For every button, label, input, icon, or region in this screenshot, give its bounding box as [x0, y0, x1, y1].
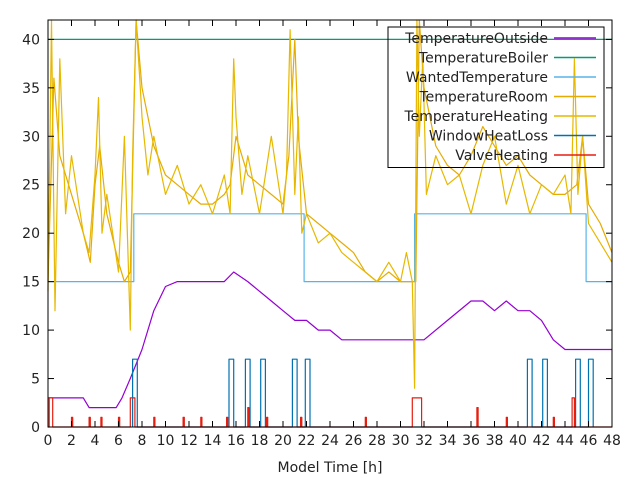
y-tick-label: 40: [22, 32, 40, 48]
x-tick-label: 38: [486, 433, 504, 449]
x-tick-label: 42: [533, 433, 551, 449]
x-tick-label: 18: [251, 433, 269, 449]
x-tick-label: 6: [114, 433, 123, 449]
x-tick-label: 16: [227, 433, 245, 449]
y-tick-label: 30: [22, 129, 40, 145]
x-tick-label: 48: [603, 433, 621, 449]
legend-label: TemperatureBoiler: [418, 51, 548, 67]
x-tick-label: 24: [321, 433, 339, 449]
y-tick-label: 10: [22, 323, 40, 339]
x-tick-label: 32: [415, 433, 433, 449]
legend: TemperatureOutside TemperatureBoiler Wante…: [387, 26, 605, 168]
x-tick-label: 34: [439, 433, 457, 449]
series-line-temperature-heating: [47, 19, 613, 389]
x-tick-label: 12: [180, 433, 198, 449]
legend-label: TemperatureHeating: [403, 109, 548, 125]
ticks-layer: 0 2 4 6 8 10 12 14 16 18 20 22 24 26 28 30 32 34 36 38 40 42 4…: [22, 20, 621, 449]
legend-box: [387, 26, 605, 168]
series-line-temperature-outside: [48, 271, 612, 409]
x-tick-label: 30: [392, 433, 410, 449]
legend-label: TemperatureRoom: [418, 90, 548, 106]
x-tick-label: 22: [298, 433, 316, 449]
legend-label: WantedTemperature: [406, 70, 548, 86]
x-tick-label: 2: [67, 433, 76, 449]
y-tick-label: 20: [22, 226, 40, 242]
y-tick-label: 5: [31, 372, 40, 388]
legend-label: ValveHeating: [455, 148, 548, 164]
x-tick-label: 26: [345, 433, 363, 449]
series-line-wanted-temperature: [48, 213, 612, 283]
x-tick-label: 20: [274, 433, 292, 449]
x-tick-label: 0: [44, 433, 53, 449]
legend-label: WindowHeatLoss: [429, 129, 548, 145]
x-axis-label: Model Time [h]: [278, 460, 383, 476]
y-tick-label: 15: [22, 275, 40, 291]
x-tick-label: 40: [509, 433, 527, 449]
legend-label: TemperatureOutside: [404, 31, 548, 47]
x-tick-label: 8: [138, 433, 147, 449]
x-tick-label: 4: [91, 433, 100, 449]
x-tick-label: 28: [368, 433, 386, 449]
x-tick-label: 10: [157, 433, 175, 449]
x-tick-label: 46: [580, 433, 598, 449]
x-tick-label: 36: [462, 433, 480, 449]
y-tick-label: 35: [22, 81, 40, 97]
x-tick-label: 14: [204, 433, 222, 449]
x-tick-label: 44: [556, 433, 574, 449]
y-tick-label: 0: [31, 420, 40, 436]
series-line-temperature-room: [47, 19, 613, 283]
y-tick-label: 25: [22, 178, 40, 194]
